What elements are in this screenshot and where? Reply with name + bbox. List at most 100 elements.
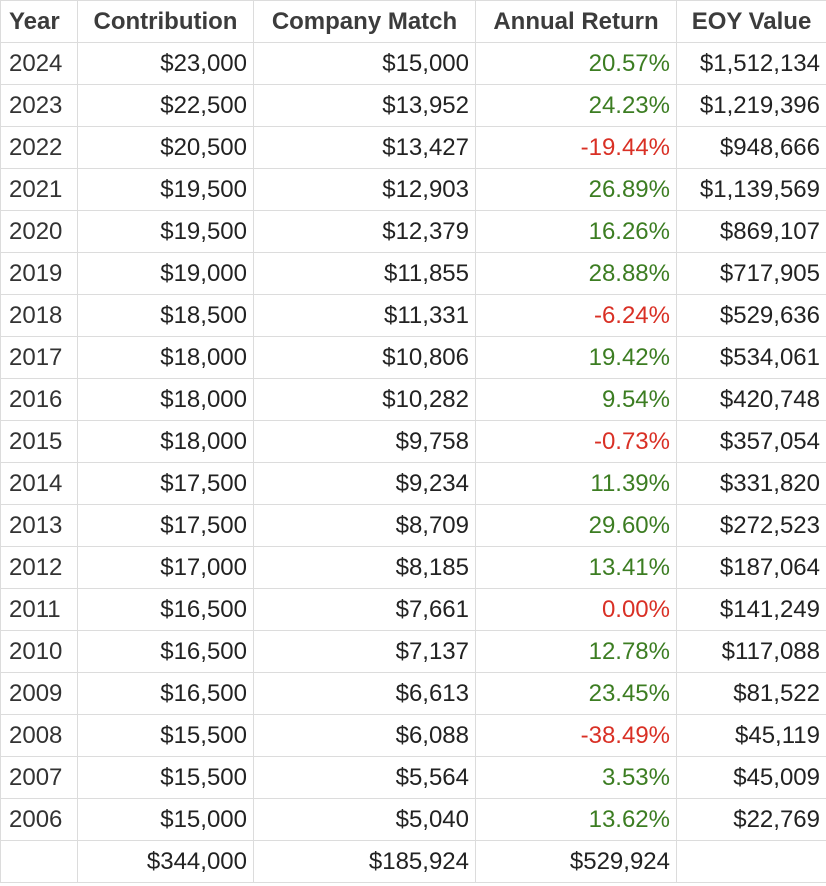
- year-cell[interactable]: 2023: [0, 84, 78, 127]
- eoy-value-cell[interactable]: $272,523: [676, 504, 826, 547]
- company-match-cell[interactable]: $8,709: [253, 504, 476, 547]
- eoy-value-cell[interactable]: $534,061: [676, 336, 826, 379]
- contribution-cell[interactable]: $17,500: [77, 504, 254, 547]
- total-contribution-cell[interactable]: $344,000: [77, 840, 254, 883]
- contribution-cell[interactable]: $20,500: [77, 126, 254, 169]
- total-eoy-cell[interactable]: [676, 840, 826, 883]
- year-cell[interactable]: 2021: [0, 168, 78, 211]
- contribution-cell[interactable]: $19,500: [77, 210, 254, 253]
- company-match-cell[interactable]: $6,613: [253, 672, 476, 715]
- eoy-value-cell[interactable]: $1,219,396: [676, 84, 826, 127]
- contribution-cell[interactable]: $16,500: [77, 630, 254, 673]
- header-eoy-value[interactable]: EOY Value: [676, 0, 826, 43]
- contribution-cell[interactable]: $15,500: [77, 714, 254, 757]
- company-match-cell[interactable]: $10,806: [253, 336, 476, 379]
- year-cell[interactable]: 2019: [0, 252, 78, 295]
- annual-return-cell[interactable]: 28.88%: [475, 252, 677, 295]
- year-cell[interactable]: 2010: [0, 630, 78, 673]
- contribution-cell[interactable]: $18,000: [77, 378, 254, 421]
- annual-return-cell[interactable]: 12.78%: [475, 630, 677, 673]
- annual-return-cell[interactable]: 20.57%: [475, 42, 677, 85]
- company-match-cell[interactable]: $9,234: [253, 462, 476, 505]
- company-match-cell[interactable]: $15,000: [253, 42, 476, 85]
- total-match-cell[interactable]: $185,924: [253, 840, 476, 883]
- contribution-cell[interactable]: $18,000: [77, 336, 254, 379]
- company-match-cell[interactable]: $5,040: [253, 798, 476, 841]
- contribution-cell[interactable]: $15,500: [77, 756, 254, 799]
- total-year-cell[interactable]: [0, 840, 78, 883]
- company-match-cell[interactable]: $11,855: [253, 252, 476, 295]
- eoy-value-cell[interactable]: $869,107: [676, 210, 826, 253]
- year-cell[interactable]: 2014: [0, 462, 78, 505]
- annual-return-cell[interactable]: 16.26%: [475, 210, 677, 253]
- header-year[interactable]: Year: [0, 0, 78, 43]
- year-cell[interactable]: 2015: [0, 420, 78, 463]
- annual-return-cell[interactable]: 3.53%: [475, 756, 677, 799]
- year-cell[interactable]: 2007: [0, 756, 78, 799]
- header-company-match[interactable]: Company Match: [253, 0, 476, 43]
- eoy-value-cell[interactable]: $117,088: [676, 630, 826, 673]
- annual-return-cell[interactable]: 29.60%: [475, 504, 677, 547]
- contribution-cell[interactable]: $22,500: [77, 84, 254, 127]
- year-cell[interactable]: 2022: [0, 126, 78, 169]
- year-cell[interactable]: 2008: [0, 714, 78, 757]
- contribution-cell[interactable]: $16,500: [77, 588, 254, 631]
- annual-return-cell[interactable]: 23.45%: [475, 672, 677, 715]
- eoy-value-cell[interactable]: $45,009: [676, 756, 826, 799]
- company-match-cell[interactable]: $11,331: [253, 294, 476, 337]
- company-match-cell[interactable]: $5,564: [253, 756, 476, 799]
- contribution-cell[interactable]: $15,000: [77, 798, 254, 841]
- eoy-value-cell[interactable]: $717,905: [676, 252, 826, 295]
- year-cell[interactable]: 2012: [0, 546, 78, 589]
- annual-return-cell[interactable]: 19.42%: [475, 336, 677, 379]
- eoy-value-cell[interactable]: $81,522: [676, 672, 826, 715]
- eoy-value-cell[interactable]: $1,139,569: [676, 168, 826, 211]
- eoy-value-cell[interactable]: $948,666: [676, 126, 826, 169]
- total-return-cell[interactable]: $529,924: [475, 840, 677, 883]
- company-match-cell[interactable]: $13,952: [253, 84, 476, 127]
- company-match-cell[interactable]: $12,903: [253, 168, 476, 211]
- contribution-cell[interactable]: $23,000: [77, 42, 254, 85]
- annual-return-cell[interactable]: 26.89%: [475, 168, 677, 211]
- year-cell[interactable]: 2009: [0, 672, 78, 715]
- eoy-value-cell[interactable]: $22,769: [676, 798, 826, 841]
- header-annual-return[interactable]: Annual Return: [475, 0, 677, 43]
- year-cell[interactable]: 2016: [0, 378, 78, 421]
- eoy-value-cell[interactable]: $45,119: [676, 714, 826, 757]
- eoy-value-cell[interactable]: $187,064: [676, 546, 826, 589]
- annual-return-cell[interactable]: -38.49%: [475, 714, 677, 757]
- contribution-cell[interactable]: $19,000: [77, 252, 254, 295]
- eoy-value-cell[interactable]: $529,636: [676, 294, 826, 337]
- eoy-value-cell[interactable]: $1,512,134: [676, 42, 826, 85]
- company-match-cell[interactable]: $13,427: [253, 126, 476, 169]
- year-cell[interactable]: 2006: [0, 798, 78, 841]
- eoy-value-cell[interactable]: $357,054: [676, 420, 826, 463]
- contribution-cell[interactable]: $17,500: [77, 462, 254, 505]
- year-cell[interactable]: 2011: [0, 588, 78, 631]
- contribution-cell[interactable]: $18,500: [77, 294, 254, 337]
- eoy-value-cell[interactable]: $420,748: [676, 378, 826, 421]
- annual-return-cell[interactable]: 24.23%: [475, 84, 677, 127]
- annual-return-cell[interactable]: -0.73%: [475, 420, 677, 463]
- year-cell[interactable]: 2013: [0, 504, 78, 547]
- contribution-cell[interactable]: $18,000: [77, 420, 254, 463]
- annual-return-cell[interactable]: 13.41%: [475, 546, 677, 589]
- eoy-value-cell[interactable]: $141,249: [676, 588, 826, 631]
- year-cell[interactable]: 2017: [0, 336, 78, 379]
- company-match-cell[interactable]: $7,137: [253, 630, 476, 673]
- company-match-cell[interactable]: $6,088: [253, 714, 476, 757]
- year-cell[interactable]: 2020: [0, 210, 78, 253]
- contribution-cell[interactable]: $17,000: [77, 546, 254, 589]
- year-cell[interactable]: 2018: [0, 294, 78, 337]
- annual-return-cell[interactable]: -6.24%: [475, 294, 677, 337]
- contribution-cell[interactable]: $16,500: [77, 672, 254, 715]
- company-match-cell[interactable]: $12,379: [253, 210, 476, 253]
- annual-return-cell[interactable]: -19.44%: [475, 126, 677, 169]
- company-match-cell[interactable]: $8,185: [253, 546, 476, 589]
- eoy-value-cell[interactable]: $331,820: [676, 462, 826, 505]
- contribution-cell[interactable]: $19,500: [77, 168, 254, 211]
- annual-return-cell[interactable]: 0.00%: [475, 588, 677, 631]
- header-contribution[interactable]: Contribution: [77, 0, 254, 43]
- annual-return-cell[interactable]: 13.62%: [475, 798, 677, 841]
- company-match-cell[interactable]: $9,758: [253, 420, 476, 463]
